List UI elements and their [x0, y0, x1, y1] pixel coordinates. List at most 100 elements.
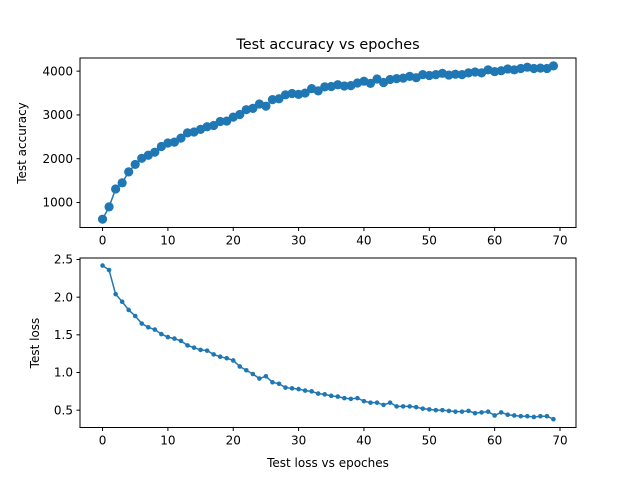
loss-data-point — [145, 325, 151, 330]
loss-x-tick-label: 40 — [356, 434, 371, 448]
loss-x-tick-label: 0 — [99, 434, 107, 448]
loss-data-point — [466, 408, 471, 414]
loss-data-point — [348, 396, 354, 402]
accuracy-data-point — [111, 184, 121, 194]
loss-data-point — [505, 412, 511, 417]
loss-data-point — [413, 404, 419, 410]
loss-data-point — [322, 392, 328, 397]
accuracy-data-point — [117, 178, 127, 188]
loss-data-point — [178, 338, 184, 344]
accuracy-x-tick-label: 70 — [552, 234, 567, 248]
loss-data-point — [126, 307, 131, 313]
loss-data-point — [250, 371, 256, 377]
loss-data-point — [106, 267, 112, 273]
loss-y-tick-label: 1.0 — [54, 366, 73, 380]
loss-x-tick-label: 10 — [160, 434, 175, 448]
accuracy-data-point — [235, 109, 245, 120]
loss-y-tick-label: 2.0 — [54, 290, 73, 304]
loss-data-point — [230, 358, 236, 363]
loss-x-tick-label: 70 — [552, 434, 567, 448]
accuracy-data-point — [339, 81, 349, 91]
loss-data-point — [315, 391, 321, 396]
loss-data-point — [257, 376, 262, 381]
loss-data-point — [191, 345, 197, 350]
loss-x-tick-label: 30 — [291, 434, 306, 448]
accuracy-y-tick-label: 1000 — [42, 196, 73, 210]
loss-data-point — [551, 416, 556, 422]
accuracy-x-tick-label: 10 — [160, 234, 175, 248]
accuracy-x-ticks: 0 10 20 30 40 50 60 70 — [99, 227, 568, 248]
accuracy-x-tick-label: 60 — [487, 234, 502, 248]
loss-y-tick-label: 1.5 — [54, 328, 73, 342]
accuracy-data-point — [104, 202, 114, 212]
loss-data-point — [453, 409, 458, 414]
loss-data-point — [511, 413, 517, 418]
loss-data-point — [159, 331, 164, 337]
loss-data-point — [309, 389, 314, 394]
loss-marks — [100, 263, 556, 422]
accuracy-y-ticks: 1000 2000 3000 4000 — [42, 64, 80, 210]
loss-subplot: 0.5 1.0 1.5 2.0 2.5 0 10 20 30 40 50 60 70 Test los… — [28, 253, 577, 470]
loss-data-point — [132, 313, 138, 319]
accuracy-data-point — [300, 88, 310, 98]
loss-data-point — [289, 386, 295, 391]
loss-data-point — [296, 386, 301, 392]
accuracy-y-tick-label: 3000 — [42, 108, 73, 122]
accuracy-data-point — [392, 73, 402, 84]
loss-data-point — [198, 347, 203, 353]
accuracy-y-axis-label: Test accuracy — [15, 102, 29, 185]
accuracy-data-point — [320, 82, 330, 92]
loss-y-tick-label: 2.5 — [54, 253, 73, 267]
loss-y-axis-label: Test loss — [28, 318, 42, 370]
loss-data-point — [472, 410, 478, 416]
loss-data-point — [531, 414, 537, 420]
loss-data-point — [139, 321, 145, 326]
loss-data-point — [244, 367, 249, 373]
loss-data-point — [361, 398, 367, 404]
accuracy-data-point — [97, 214, 108, 224]
loss-data-point — [525, 413, 530, 419]
loss-data-point — [459, 409, 465, 414]
loss-data-point — [302, 388, 308, 393]
loss-data-point — [544, 413, 550, 419]
loss-x-tick-label: 50 — [422, 434, 437, 448]
loss-data-point — [152, 327, 158, 332]
loss-data-point — [394, 404, 399, 409]
accuracy-x-tick-label: 50 — [422, 234, 437, 248]
loss-data-point — [342, 395, 347, 401]
loss-data-point — [119, 299, 125, 304]
loss-x-ticks: 0 10 20 30 40 50 60 70 — [99, 427, 568, 448]
loss-data-point — [172, 336, 177, 341]
accuracy-y-tick-label: 4000 — [42, 64, 73, 78]
loss-y-tick-label: 0.5 — [54, 403, 73, 417]
loss-data-point — [400, 404, 406, 409]
accuracy-data-point — [450, 69, 461, 79]
loss-data-point — [479, 410, 484, 415]
loss-data-point — [100, 263, 105, 268]
loss-data-point — [426, 407, 432, 412]
accuracy-data-point — [130, 159, 140, 170]
loss-data-point — [165, 334, 171, 340]
loss-data-point — [185, 343, 190, 348]
loss-data-point — [387, 400, 393, 405]
loss-series-line — [102, 264, 554, 420]
loss-x-tick-label: 20 — [226, 434, 241, 448]
loss-data-point — [374, 400, 380, 405]
accuracy-axes-frame — [79, 57, 577, 228]
accuracy-data-point — [124, 167, 134, 177]
loss-data-point — [368, 400, 373, 405]
loss-data-point — [335, 394, 341, 399]
accuracy-data-point — [535, 63, 545, 73]
loss-data-point — [211, 352, 216, 357]
loss-data-point — [217, 354, 223, 359]
accuracy-chart-title: Test accuracy vs epoches — [235, 37, 419, 53]
loss-data-point — [420, 406, 426, 411]
loss-data-point — [113, 291, 118, 297]
accuracy-data-point — [365, 78, 376, 88]
accuracy-x-tick-label: 40 — [356, 234, 371, 248]
accuracy-subplot: Test accuracy vs epoches 100020003000400… — [15, 37, 577, 248]
accuracy-data-point — [215, 116, 225, 127]
loss-data-point — [407, 404, 412, 409]
